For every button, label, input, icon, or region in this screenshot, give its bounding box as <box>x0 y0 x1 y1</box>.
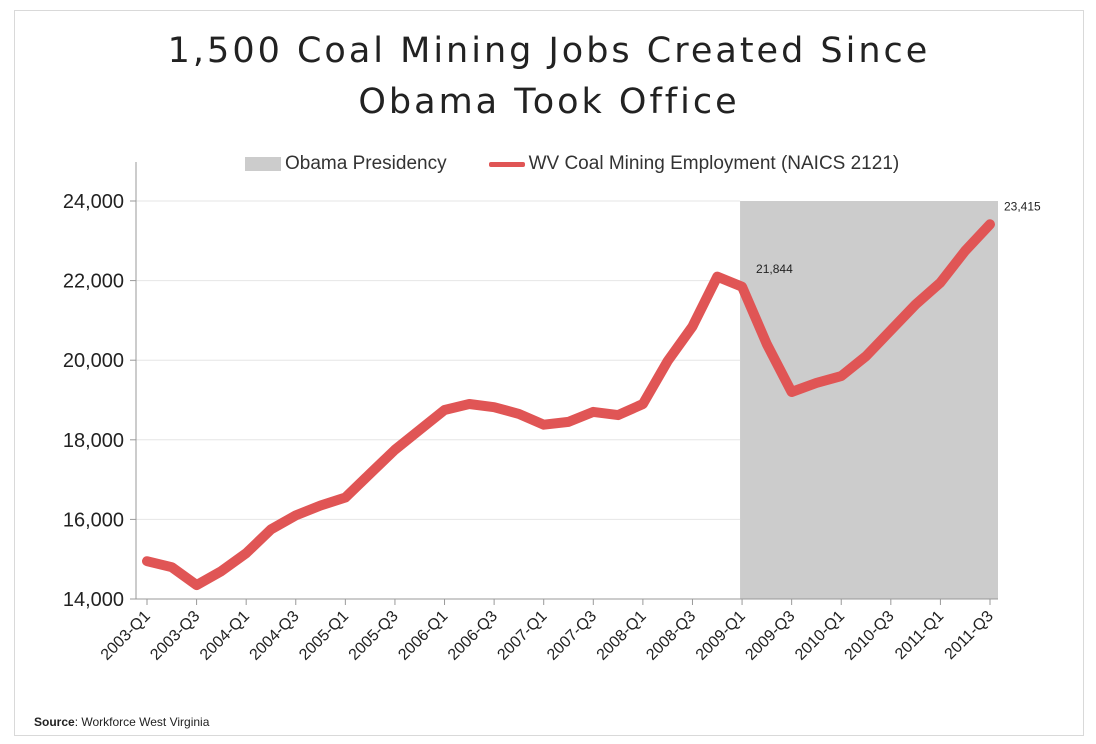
x-tick-label: 2011-Q1 <box>892 608 947 663</box>
data-point <box>741 286 743 288</box>
data-point <box>592 411 594 413</box>
x-tick-label: 2004-Q1 <box>197 608 253 664</box>
data-point <box>890 329 892 331</box>
data-point <box>295 514 297 516</box>
data-point <box>468 403 470 405</box>
y-tick-label: 24,000 <box>63 191 124 213</box>
data-point <box>171 566 173 568</box>
legend-swatch-line <box>488 161 525 167</box>
data-point <box>146 560 148 562</box>
data-point <box>568 421 569 423</box>
y-tick-label: 18,000 <box>63 430 124 452</box>
x-tick-label: 2006-Q3 <box>445 608 501 664</box>
data-point <box>667 360 669 362</box>
source-label: Source <box>34 715 75 729</box>
data-label: 23,415 <box>1004 199 1041 213</box>
data-point <box>865 355 867 357</box>
x-tick-label: 2008-Q1 <box>594 608 650 664</box>
x-tick-label: 2010-Q1 <box>792 608 848 664</box>
x-tick-label: 2009-Q1 <box>693 608 749 664</box>
x-tick-label: 2007-Q3 <box>544 608 600 664</box>
x-tick-label: 2005-Q3 <box>346 608 402 664</box>
x-tick-label: 2006-Q1 <box>395 608 451 664</box>
data-point <box>915 303 917 305</box>
data-point <box>444 409 446 411</box>
data-point <box>245 552 247 554</box>
x-tick-label: 2008-Q3 <box>643 608 699 664</box>
y-tick-label: 14,000 <box>63 589 124 611</box>
legend-item-obama-presidency: Obama Presidency <box>245 153 447 175</box>
data-label: 21,844 <box>756 262 793 276</box>
legend-label-employment: WV Coal Mining Employment (NAICS 2121) <box>528 153 900 174</box>
x-tick-label: 2003-Q1 <box>98 608 154 664</box>
data-point <box>220 570 222 572</box>
legend-label-obama-presidency: Obama Presidency <box>285 153 447 174</box>
data-point <box>791 391 793 393</box>
y-tick-label: 16,000 <box>63 509 124 531</box>
x-tick-label: 2004-Q3 <box>247 608 303 664</box>
data-point <box>493 406 495 408</box>
data-point <box>196 584 198 586</box>
y-tick-label: 20,000 <box>63 350 124 372</box>
data-point <box>716 276 718 278</box>
data-point <box>617 414 619 416</box>
data-point <box>989 223 991 225</box>
data-point <box>642 403 644 405</box>
legend-swatch-shaded <box>245 157 281 171</box>
legend-item-employment: WV Coal Mining Employment (NAICS 2121) <box>488 153 900 175</box>
y-tick-label: 22,000 <box>63 271 124 293</box>
data-point <box>691 325 693 327</box>
x-tick-label: 2005-Q1 <box>296 608 352 664</box>
data-point <box>419 429 421 431</box>
source-note: Source: Workforce West Virginia <box>34 715 209 729</box>
source-text: : Workforce West Virginia <box>74 715 210 729</box>
data-point <box>939 282 941 284</box>
data-point <box>270 528 272 530</box>
chart-title: 1,500 Coal Mining Jobs Created Since Oba… <box>167 31 931 122</box>
x-tick-label: 2003-Q3 <box>147 608 203 664</box>
legend: Obama Presidency WV Coal Mining Employme… <box>245 152 899 176</box>
x-tick-label: 2009-Q3 <box>742 608 798 664</box>
data-point <box>840 375 842 377</box>
x-tick-label: 2010-Q3 <box>842 608 898 664</box>
data-point <box>766 343 768 345</box>
data-point <box>344 497 346 499</box>
x-tick-label: 2011-Q3 <box>942 608 997 663</box>
data-point <box>543 424 545 426</box>
data-point <box>964 250 966 252</box>
data-point <box>320 504 322 506</box>
data-point <box>394 449 396 451</box>
data-point <box>815 382 817 384</box>
data-point <box>369 473 371 475</box>
x-tick-label: 2007-Q1 <box>494 608 550 664</box>
data-point <box>518 413 520 415</box>
